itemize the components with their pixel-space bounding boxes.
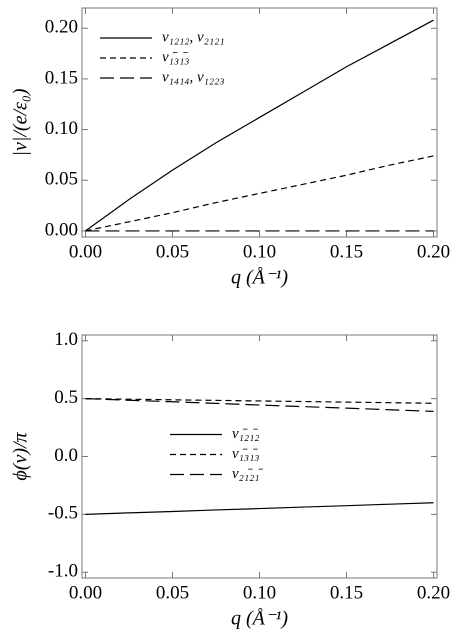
y-tick-label: 0.20 (45, 17, 78, 38)
legend-label: v₁̄₃₁̄₃ (232, 446, 260, 462)
legend-label: v₁₂₁₂, v₂₁₂₁ (162, 29, 225, 45)
x-axis-label: q (Å⁻¹) (231, 608, 288, 630)
line-series (85, 19, 434, 232)
legend-label: v₁̄₃₁̄₃ (162, 49, 190, 65)
legend-label: v₁̄₂₁̄₂ (232, 426, 260, 442)
x-tick-label: 0.10 (243, 241, 276, 262)
x-tick-label: 0.20 (417, 582, 450, 603)
x-tick-label: 0.05 (156, 582, 189, 603)
legend-label: v₂₁̄₂₁̄ (232, 466, 264, 482)
y-tick-label: 0.15 (45, 67, 78, 88)
line-series (85, 398, 434, 404)
x-tick-label: 0.00 (69, 582, 102, 603)
y-axis-label: |v|/(e/ε₀) (10, 88, 32, 156)
y-tick-label: 0.05 (45, 169, 78, 190)
y-tick-label: 0.10 (45, 118, 78, 139)
y-tick-label: 0.5 (54, 387, 78, 408)
x-tick-label: 0.15 (330, 241, 363, 262)
y-tick-label: 1.0 (54, 329, 78, 350)
x-tick-label: 0.05 (156, 241, 189, 262)
legend-label: v₁₄₁₄, v₁₂₂₃ (162, 69, 225, 85)
plot-frame (81, 7, 438, 238)
y-axis-label: ϕ(v)/π (10, 431, 32, 480)
y-tick-label: -1.0 (48, 561, 78, 582)
x-tick-label: 0.15 (330, 582, 363, 603)
x-axis-label: q (Å⁻¹) (231, 267, 288, 289)
y-tick-label: -0.5 (48, 503, 78, 524)
x-tick-label: 0.00 (69, 241, 102, 262)
line-series (85, 398, 434, 412)
x-tick-label: 0.20 (417, 241, 450, 262)
y-tick-label: 0.0 (54, 445, 78, 466)
y-tick-label: 0.00 (45, 219, 78, 240)
x-tick-label: 0.10 (243, 582, 276, 603)
line-series (85, 502, 434, 515)
